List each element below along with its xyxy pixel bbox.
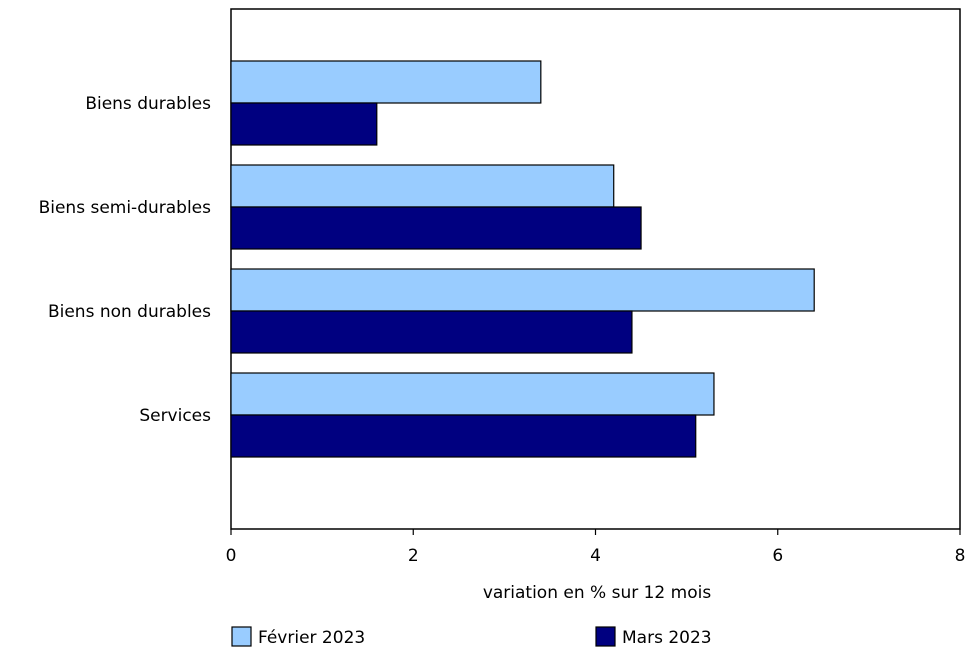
category-label: Biens durables: [85, 94, 211, 114]
bar-mars-2: [230, 310, 633, 354]
x-tick-label: 8: [955, 546, 966, 566]
x-tick-label: 6: [772, 546, 783, 566]
bars-group: [230, 60, 815, 458]
category-label: Biens semi-durables: [39, 198, 212, 218]
bar-fevrier-2: [230, 268, 815, 312]
category-label: Services: [139, 406, 211, 426]
legend-label: Février 2023: [258, 628, 365, 648]
bar-mars-1: [230, 206, 642, 250]
x-tick-label: 4: [590, 546, 601, 566]
category-labels: Biens durables Biens semi-durables Biens n…: [39, 94, 212, 426]
x-axis-title: variation en % sur 12 mois: [483, 583, 712, 603]
legend-swatch-mars: [595, 626, 616, 647]
bar-mars-0: [230, 102, 378, 146]
x-axis-ticks: 0 2 4 6 8: [226, 529, 966, 566]
bar-fevrier-0: [230, 60, 542, 104]
legend-swatch-fevrier: [231, 626, 252, 647]
legend-label: Mars 2023: [622, 628, 712, 648]
x-tick-label: 0: [226, 546, 237, 566]
legend: Février 2023 Mars 2023: [231, 626, 712, 648]
bar-mars-3: [230, 414, 697, 458]
bar-fevrier-3: [230, 372, 715, 416]
category-label: Biens non durables: [48, 302, 211, 322]
x-tick-label: 2: [408, 546, 419, 566]
bar-fevrier-1: [230, 164, 615, 208]
